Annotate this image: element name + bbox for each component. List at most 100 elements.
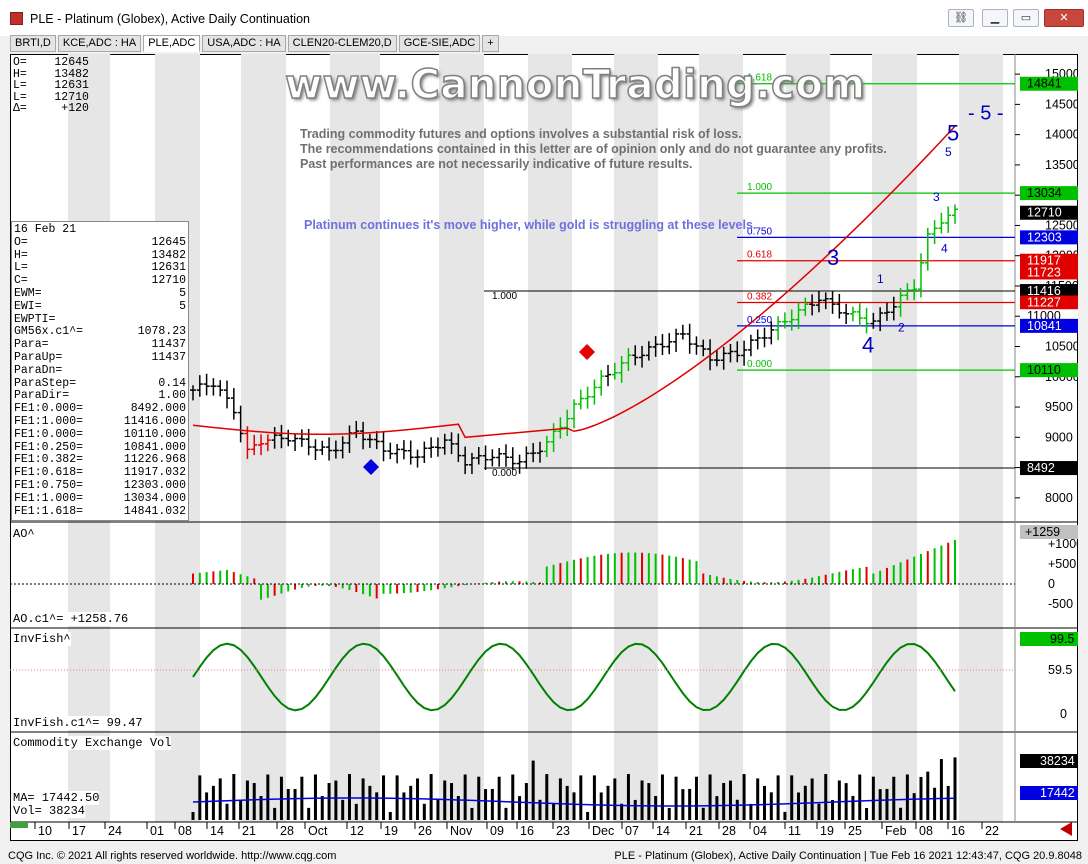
tab-3[interactable]: USA,ADC : HA	[202, 35, 286, 52]
ao-tick-label: +1000	[1048, 537, 1078, 551]
price-marker-box	[1020, 284, 1078, 299]
study-value: 12645	[151, 235, 186, 249]
price-marker-label: 12710	[1027, 206, 1062, 220]
study-key: FE1:0.250=	[14, 440, 84, 454]
scroll-left-arrow-icon	[1060, 822, 1072, 836]
study-key: H=	[14, 248, 28, 262]
study-value: 11437	[151, 338, 186, 352]
fib-level-label: 0.750	[747, 226, 772, 237]
vol-ma-box	[1020, 786, 1078, 800]
minimize-button[interactable]: ▁	[982, 9, 1008, 27]
ao-panel-label: AO^	[13, 527, 35, 541]
study-value: 13482	[151, 248, 186, 262]
maximize-button[interactable]: ▭	[1013, 9, 1039, 27]
tab-6[interactable]: +	[482, 35, 499, 52]
date-axis-label: 14	[210, 824, 224, 838]
invfish-tick-label: 59.5	[1048, 663, 1072, 677]
tab-1[interactable]: KCE,ADC : HA	[57, 35, 142, 52]
date-axis-label: 25	[848, 824, 862, 838]
tab-2[interactable]: PLE,ADC	[143, 35, 201, 52]
commentary-text: Platinum continues it's move higher, whi…	[304, 218, 757, 232]
price-marker-label: 10841	[1027, 319, 1062, 333]
study-key: ParaDir=	[14, 389, 70, 403]
signal-diamond	[579, 343, 595, 360]
study-value-row: FE1:0.000= 8492.000	[14, 403, 186, 415]
study-value: 10841.000	[123, 440, 186, 454]
vol-value-label: Vol= 38234	[13, 804, 86, 818]
date-axis-label: 24	[108, 824, 122, 838]
ohlc-readout: O= 12645 H= 13482 L= 12631 L= 12710 Δ= +…	[13, 56, 89, 115]
wave-label: 1	[877, 272, 884, 286]
study-key: O=	[14, 235, 28, 249]
week-band	[699, 54, 743, 822]
price-marker-box	[1020, 363, 1078, 378]
date-axis-label: 26	[418, 824, 432, 838]
chart-svg[interactable]: 8000850090009500100001050011000115001200…	[10, 54, 1078, 842]
date-axis-label: 28	[280, 824, 294, 838]
study-value-row: FE1:0.382= 11226.968	[14, 454, 186, 466]
status-copyright: CQG Inc. © 2021 All rights reserved worl…	[8, 850, 337, 862]
study-value-row: Para= 11437	[14, 339, 186, 351]
study-key: 16 Feb 21	[14, 223, 77, 236]
scroll-indicator	[10, 822, 28, 828]
invfish-value-label: InvFish.c1^= 99.47	[13, 716, 143, 730]
date-axis-label: 04	[753, 824, 767, 838]
study-value: 10110.000	[123, 427, 186, 441]
price-marker-box	[1020, 461, 1078, 476]
price-marker-label: 10110	[1027, 363, 1061, 377]
study-key: FE1:0.000=	[14, 402, 84, 416]
price-tick-label: 9500	[1045, 400, 1073, 414]
tab-strip: BRTI,D KCE,ADC : HA PLE,ADC USA,ADC : HA CLE…	[10, 35, 501, 53]
date-axis-label: 08	[178, 824, 192, 838]
price-marker-box	[1020, 186, 1078, 201]
study-value-row: EWPTI=	[14, 314, 186, 326]
study-value-row: 16 Feb 21	[14, 224, 186, 236]
price-marker-box	[1020, 230, 1078, 245]
date-axis-label: 17	[72, 824, 86, 838]
study-value-row: FE1:0.000= 10110.000	[14, 429, 186, 441]
fib-level-label: 0.382	[747, 291, 772, 302]
disclaimer-line-3: Past performances are not necessarily in…	[300, 157, 693, 171]
study-key: L=	[14, 261, 28, 275]
study-key: FE1:0.618=	[14, 466, 84, 480]
price-marker-box	[1020, 318, 1078, 333]
wave-label: 3	[827, 245, 839, 270]
vol-ma-label: MA= 17442.50	[13, 791, 100, 805]
study-key: FE1:0.000=	[14, 427, 84, 441]
study-key: EWM=	[14, 287, 42, 300]
wave-label: 5	[947, 121, 959, 146]
date-axis-label: 16	[520, 824, 534, 838]
study-values-box: 16 Feb 21 O= 12645 H= 13482 L= 12631 C= 12710 EWM…	[11, 221, 189, 521]
study-value-row: ParaUp= 11437	[14, 352, 186, 364]
study-value-row: FE1:1.000= 11416.000	[14, 416, 186, 428]
study-value: 11226.968	[123, 453, 186, 467]
tab-5[interactable]: GCE-SIE,ADC	[398, 35, 481, 52]
study-value-row: FE1:1.000= 13034.000	[14, 493, 186, 505]
link-icon[interactable]: ⛓	[948, 9, 974, 27]
study-value: 13034.000	[123, 491, 186, 505]
disclaimer-line-1: Trading commodity futures and options in…	[300, 127, 742, 141]
study-value: 12710	[151, 274, 186, 288]
tab-0[interactable]: BRTI,D	[10, 35, 56, 52]
study-value-row: O= 12645	[14, 237, 186, 249]
invfish-panel-label: InvFish^	[13, 632, 71, 646]
study-value-row: ParaDn=	[14, 365, 186, 377]
date-axis-label: 08	[919, 824, 933, 838]
price-marker-box	[1020, 76, 1078, 91]
date-axis-label: 10	[38, 824, 52, 838]
wave-label: 4	[862, 333, 874, 358]
study-key: C=	[14, 274, 28, 288]
tab-4[interactable]: CLEN20-CLEM20,D	[287, 35, 397, 52]
week-band	[614, 54, 658, 822]
price-tick-label: 10500	[1045, 340, 1078, 354]
study-key: FE1:1.618=	[14, 504, 84, 518]
week-band	[528, 54, 572, 822]
price-tick-label: 9000	[1045, 430, 1073, 444]
date-axis-label: 01	[150, 824, 164, 838]
close-button[interactable]: ✕	[1044, 9, 1084, 27]
study-key: FE1:1.000=	[14, 415, 84, 428]
invfish-current-label: 99.5	[1050, 632, 1074, 646]
study-value-row: FE1:0.750= 12303.000	[14, 480, 186, 492]
wave-label: 2	[898, 320, 905, 334]
study-key: Para=	[14, 338, 49, 352]
